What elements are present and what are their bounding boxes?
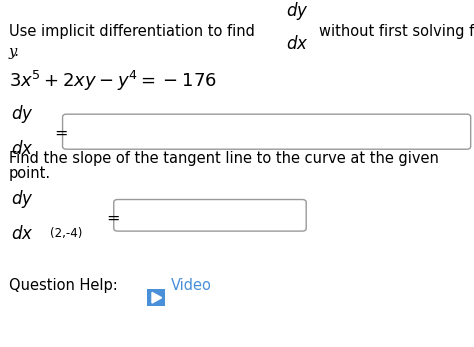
Text: (2,-4): (2,-4) (50, 227, 82, 240)
Text: $dy$: $dy$ (11, 188, 34, 210)
Text: point.: point. (9, 166, 51, 181)
Text: $dx$: $dx$ (11, 140, 34, 158)
FancyBboxPatch shape (146, 289, 166, 307)
Text: $=$: $=$ (51, 124, 68, 139)
Text: $dx$: $dx$ (286, 35, 309, 53)
Text: Find the slope of the tangent line to the curve at the given: Find the slope of the tangent line to th… (9, 151, 438, 166)
Text: Use implicit differentiation to find: Use implicit differentiation to find (9, 24, 255, 40)
Text: $dy$: $dy$ (11, 103, 34, 125)
Text: $=$: $=$ (103, 209, 120, 225)
Text: $dx$: $dx$ (11, 225, 34, 243)
Text: Video: Video (171, 278, 211, 293)
Text: $dy$: $dy$ (286, 0, 309, 22)
Polygon shape (152, 293, 162, 303)
Text: without first solving for: without first solving for (319, 24, 474, 40)
Text: $3x^5 + 2xy - y^4 = -176$: $3x^5 + 2xy - y^4 = -176$ (9, 69, 216, 93)
Text: Question Help:: Question Help: (9, 278, 117, 293)
Text: y.: y. (9, 44, 19, 59)
